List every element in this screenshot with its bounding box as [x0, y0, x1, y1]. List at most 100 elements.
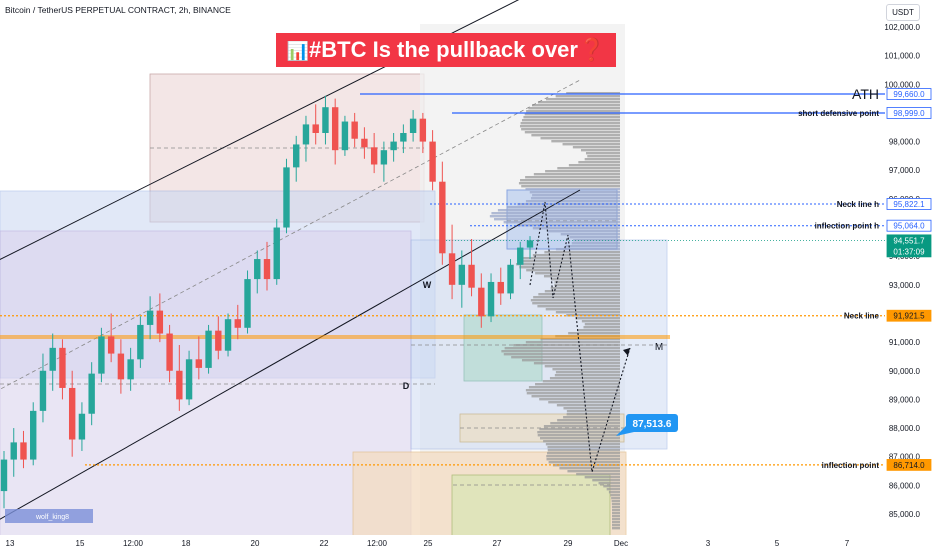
projection-path [529, 201, 631, 473]
volume-profile-bar [519, 125, 620, 128]
candle-body [224, 319, 232, 351]
price-tick-label: 98,000.0 [889, 138, 921, 147]
price-badge-value: 99,660.0 [893, 90, 925, 99]
candle-body [98, 336, 105, 374]
price-badge [886, 458, 932, 471]
volume-profile-bar [568, 332, 620, 335]
volume-profile-bar [584, 476, 620, 479]
volume-profile-bar [547, 449, 620, 452]
candle-body [88, 373, 95, 414]
volume-profile-bar [572, 146, 620, 149]
volume-profile-bar [533, 296, 620, 299]
time-axis-background [0, 535, 885, 550]
price-tick-label: 89,000.0 [889, 395, 921, 404]
volume-profile-bar [517, 203, 620, 206]
time-tick-label: 22 [320, 539, 329, 548]
price-tick-label: 87,000.0 [889, 453, 921, 462]
candle-body [390, 141, 397, 151]
watermark-box [5, 509, 93, 523]
volume-profile-bar [550, 422, 620, 425]
volume-profile-bar [562, 143, 620, 146]
time-tick-label: 25 [424, 539, 433, 548]
volume-profile-bar [560, 233, 620, 236]
volume-profile-bar [532, 302, 620, 305]
volume-profile-bar [592, 479, 620, 482]
volume-profile-bar [577, 329, 620, 332]
volume-profile-bar [525, 176, 620, 179]
candle-body [117, 353, 125, 380]
volume-profile-bar [531, 134, 620, 137]
candle-body [468, 264, 475, 288]
volume-profile-bar [543, 425, 620, 428]
volume-profile-bar [537, 101, 620, 104]
level-label: Neck line [844, 312, 880, 321]
volume-profile-bar [530, 197, 620, 200]
candles-layer [0, 95, 534, 509]
candle-body [39, 370, 47, 411]
price-badge-value: 86,714.0 [893, 461, 925, 470]
candle-body [302, 124, 310, 145]
volume-profile-bar [540, 338, 620, 341]
volume-profile-bar [554, 374, 620, 377]
volume-profile-bar [521, 359, 620, 362]
volume-profile-bar [552, 368, 620, 371]
question-mark-icon: ❓ [577, 37, 606, 62]
candle-body [361, 138, 368, 148]
volume-profile-bar [537, 305, 620, 308]
candle-body [312, 124, 319, 133]
projection-arrowhead [623, 348, 630, 356]
price-tick-label: 102,000.0 [884, 23, 920, 32]
volume-profile-bar [563, 416, 620, 419]
volume-profile-bar [584, 158, 620, 161]
price-tick-label: 88,000.0 [889, 424, 921, 433]
volume-profile-bar [525, 200, 620, 203]
candle-body [263, 259, 271, 280]
candle-body [0, 459, 8, 492]
candle-body [400, 132, 407, 142]
currency-button[interactable]: USDT [886, 4, 920, 21]
volume-profile-bar [523, 116, 620, 119]
price-badge-value: 95,064.0 [893, 222, 925, 231]
volume-profile-bar [524, 131, 620, 134]
volume-profile-bar [507, 206, 620, 209]
volume-profile-bar [550, 278, 620, 281]
price-badge-value: 91,921.5 [893, 312, 925, 321]
volume-profile-bar [537, 431, 620, 434]
candle-body [59, 347, 66, 388]
volume-profile-bar [555, 311, 620, 314]
volume-profile-bar [533, 173, 620, 176]
volume-profile-bar [542, 380, 620, 383]
candle-body [205, 330, 212, 368]
pattern-mark-label: D [403, 381, 410, 391]
volume-profile-bar [518, 182, 620, 185]
candle-body [341, 121, 349, 151]
volume-profile-bar [611, 503, 620, 506]
orange-band [0, 335, 670, 339]
projection-line [529, 201, 631, 473]
volume-profile-bar [539, 398, 620, 401]
channel-mid-line [0, 79, 581, 390]
candle-body [195, 359, 203, 368]
volume-profile-bar [578, 161, 620, 164]
volume-profile-bar [547, 452, 620, 455]
level-label: short defensive point [798, 109, 879, 118]
candle-body [439, 181, 446, 254]
volume-profile-bar [494, 218, 620, 221]
price-tick-label: 85,000.0 [889, 510, 921, 519]
candle-body [244, 279, 251, 328]
volume-profile-bar [537, 434, 620, 437]
volume-profile-bar [550, 287, 620, 290]
volume-profile-bar [511, 356, 620, 359]
price-tick-label: 86,000.0 [889, 481, 921, 490]
candle-body [507, 264, 514, 294]
volume-profile-bar [526, 392, 620, 395]
zones-layer [0, 24, 668, 550]
candle-body [68, 387, 76, 440]
price-badge [886, 88, 932, 100]
volume-profile-bar [568, 164, 620, 167]
volume-profile-bar [543, 275, 620, 278]
volume-profile-bar [528, 386, 620, 389]
volume-profile-bar [585, 152, 620, 155]
